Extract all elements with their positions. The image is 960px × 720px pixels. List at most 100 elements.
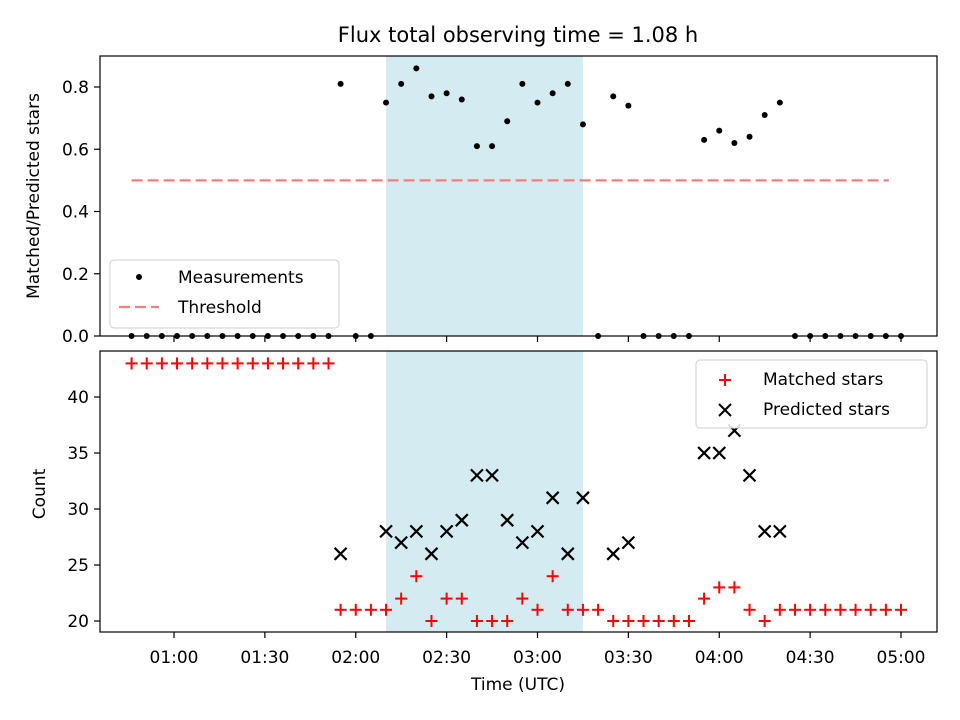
top-y-axis-label: Matched/Predicted stars [24, 93, 44, 299]
measurement-point [549, 90, 556, 97]
x-tick-label: 05:00 [877, 648, 926, 668]
top-y-tick-label: 0.8 [62, 78, 89, 98]
matched-star-point [277, 357, 290, 370]
predicted-star-point [454, 513, 469, 527]
measurement-point [413, 65, 420, 72]
measurement-point [746, 133, 753, 140]
x-tick-label: 03:00 [513, 648, 562, 668]
predicted-star-point [621, 535, 636, 550]
matched-star-point [546, 570, 559, 583]
measurement-point [473, 143, 480, 150]
legend-label-measurements: Measurements [178, 268, 304, 288]
measurement-point [428, 93, 435, 100]
matched-star-point [743, 603, 756, 616]
matched-star-point [292, 357, 305, 370]
matched-star-point [155, 357, 168, 370]
count-points [125, 357, 907, 627]
top-axes-frame [99, 55, 938, 337]
x-axis-label: Time (UTC) [470, 675, 565, 695]
matched-star-point [804, 603, 817, 616]
measurement-point [610, 93, 617, 100]
measurement-point [337, 80, 344, 87]
matched-star-point [728, 581, 741, 594]
matched-star-point [231, 357, 244, 370]
predicted-star-point [333, 547, 348, 561]
chart-title: Flux total observing time = 1.08 h [338, 23, 698, 47]
measurement-point [489, 143, 496, 150]
matched-star-point [140, 357, 153, 370]
predicted-star-point [561, 547, 575, 561]
top-y-ticks: 0.0 0.2 0.4 0.6 0.8 [62, 78, 100, 347]
matched-star-point [440, 592, 453, 605]
measurement-point [776, 99, 783, 106]
matched-star-point [561, 603, 574, 616]
legend-marker-matched-stars [719, 374, 731, 386]
legend-marker-measurements [136, 274, 142, 280]
bottom-y-ticks: 20 25 30 35 40 [67, 388, 100, 632]
predicted-star-point [606, 547, 621, 561]
matched-star-point [322, 357, 335, 370]
measurement-point [504, 118, 511, 125]
x-tick-label: 04:00 [695, 648, 744, 668]
matched-star-point [261, 357, 274, 370]
bottom-legend: Matched stars Predicted stars [695, 359, 928, 429]
matched-star-point [470, 615, 483, 627]
top-panel: 0.00.20.40.60.8 Matched/Predicted stars … [24, 55, 938, 347]
x-tick-label: 02:00 [331, 648, 380, 668]
predicted-star-point [742, 468, 757, 483]
top-legend: Measurements Threshold [109, 259, 340, 329]
matched-star-point [246, 357, 259, 370]
bottom-panel: 20 25 30 35 40 01:00 01:30 02:00 02:30 03:00 03:3… [30, 350, 938, 695]
predicted-star-point [409, 524, 424, 539]
top-x-ticks [173, 336, 902, 342]
bottom-legend-box [695, 359, 928, 429]
predicted-star-point [773, 524, 787, 539]
measurement-point [625, 102, 632, 109]
matched-star-point [334, 603, 347, 616]
top-shaded-region [386, 56, 583, 336]
bottom-y-tick-label: 40 [67, 388, 89, 408]
matched-star-point [216, 357, 229, 370]
matched-star-point [879, 603, 892, 616]
measurement-point [534, 99, 541, 106]
measurement-point [761, 112, 768, 119]
x-tick-label: 02:30 [422, 648, 471, 668]
matched-star-point [410, 570, 423, 583]
matched-star-point [531, 603, 544, 616]
matched-star-point [501, 615, 514, 627]
measurement-point [383, 99, 390, 106]
predicted-star-point [500, 513, 514, 527]
bottom-y-tick-label: 25 [67, 556, 89, 576]
matched-star-point [125, 357, 138, 370]
matched-star-point [576, 603, 589, 616]
predicted-star-point [439, 524, 454, 539]
measurement-point [716, 127, 723, 134]
bottom-y-tick-label: 35 [67, 444, 89, 464]
matched-star-point [425, 615, 438, 627]
predicted-star-point [424, 547, 439, 561]
predicted-star-point [757, 524, 772, 539]
matched-star-point [516, 592, 529, 605]
x-tick-label: 03:30 [604, 648, 653, 668]
top-legend-box [109, 259, 340, 329]
matched-star-point [864, 603, 877, 616]
predicted-star-point [697, 446, 711, 460]
matched-star-point [849, 603, 862, 616]
matched-star-point [713, 581, 726, 594]
top-y-tick-label: 0.4 [62, 203, 89, 223]
matched-star-point [698, 592, 711, 605]
matched-star-point [380, 603, 393, 616]
measurement-point [458, 96, 465, 103]
bottom-x-ticks: 01:00 01:30 02:00 02:30 03:00 03:30 04:00 04:30… [150, 632, 926, 668]
matched-star-point [201, 357, 214, 370]
measurement-point [398, 80, 405, 87]
measurement-point [519, 80, 526, 87]
matched-star-point [171, 357, 184, 370]
legend-label-threshold: Threshold [177, 298, 262, 318]
matched-star-point [758, 615, 771, 627]
bottom-y-axis-label: Count [30, 468, 50, 519]
measurement-point [731, 140, 738, 147]
x-tick-label: 04:30 [786, 648, 835, 668]
matched-star-point [667, 615, 680, 627]
